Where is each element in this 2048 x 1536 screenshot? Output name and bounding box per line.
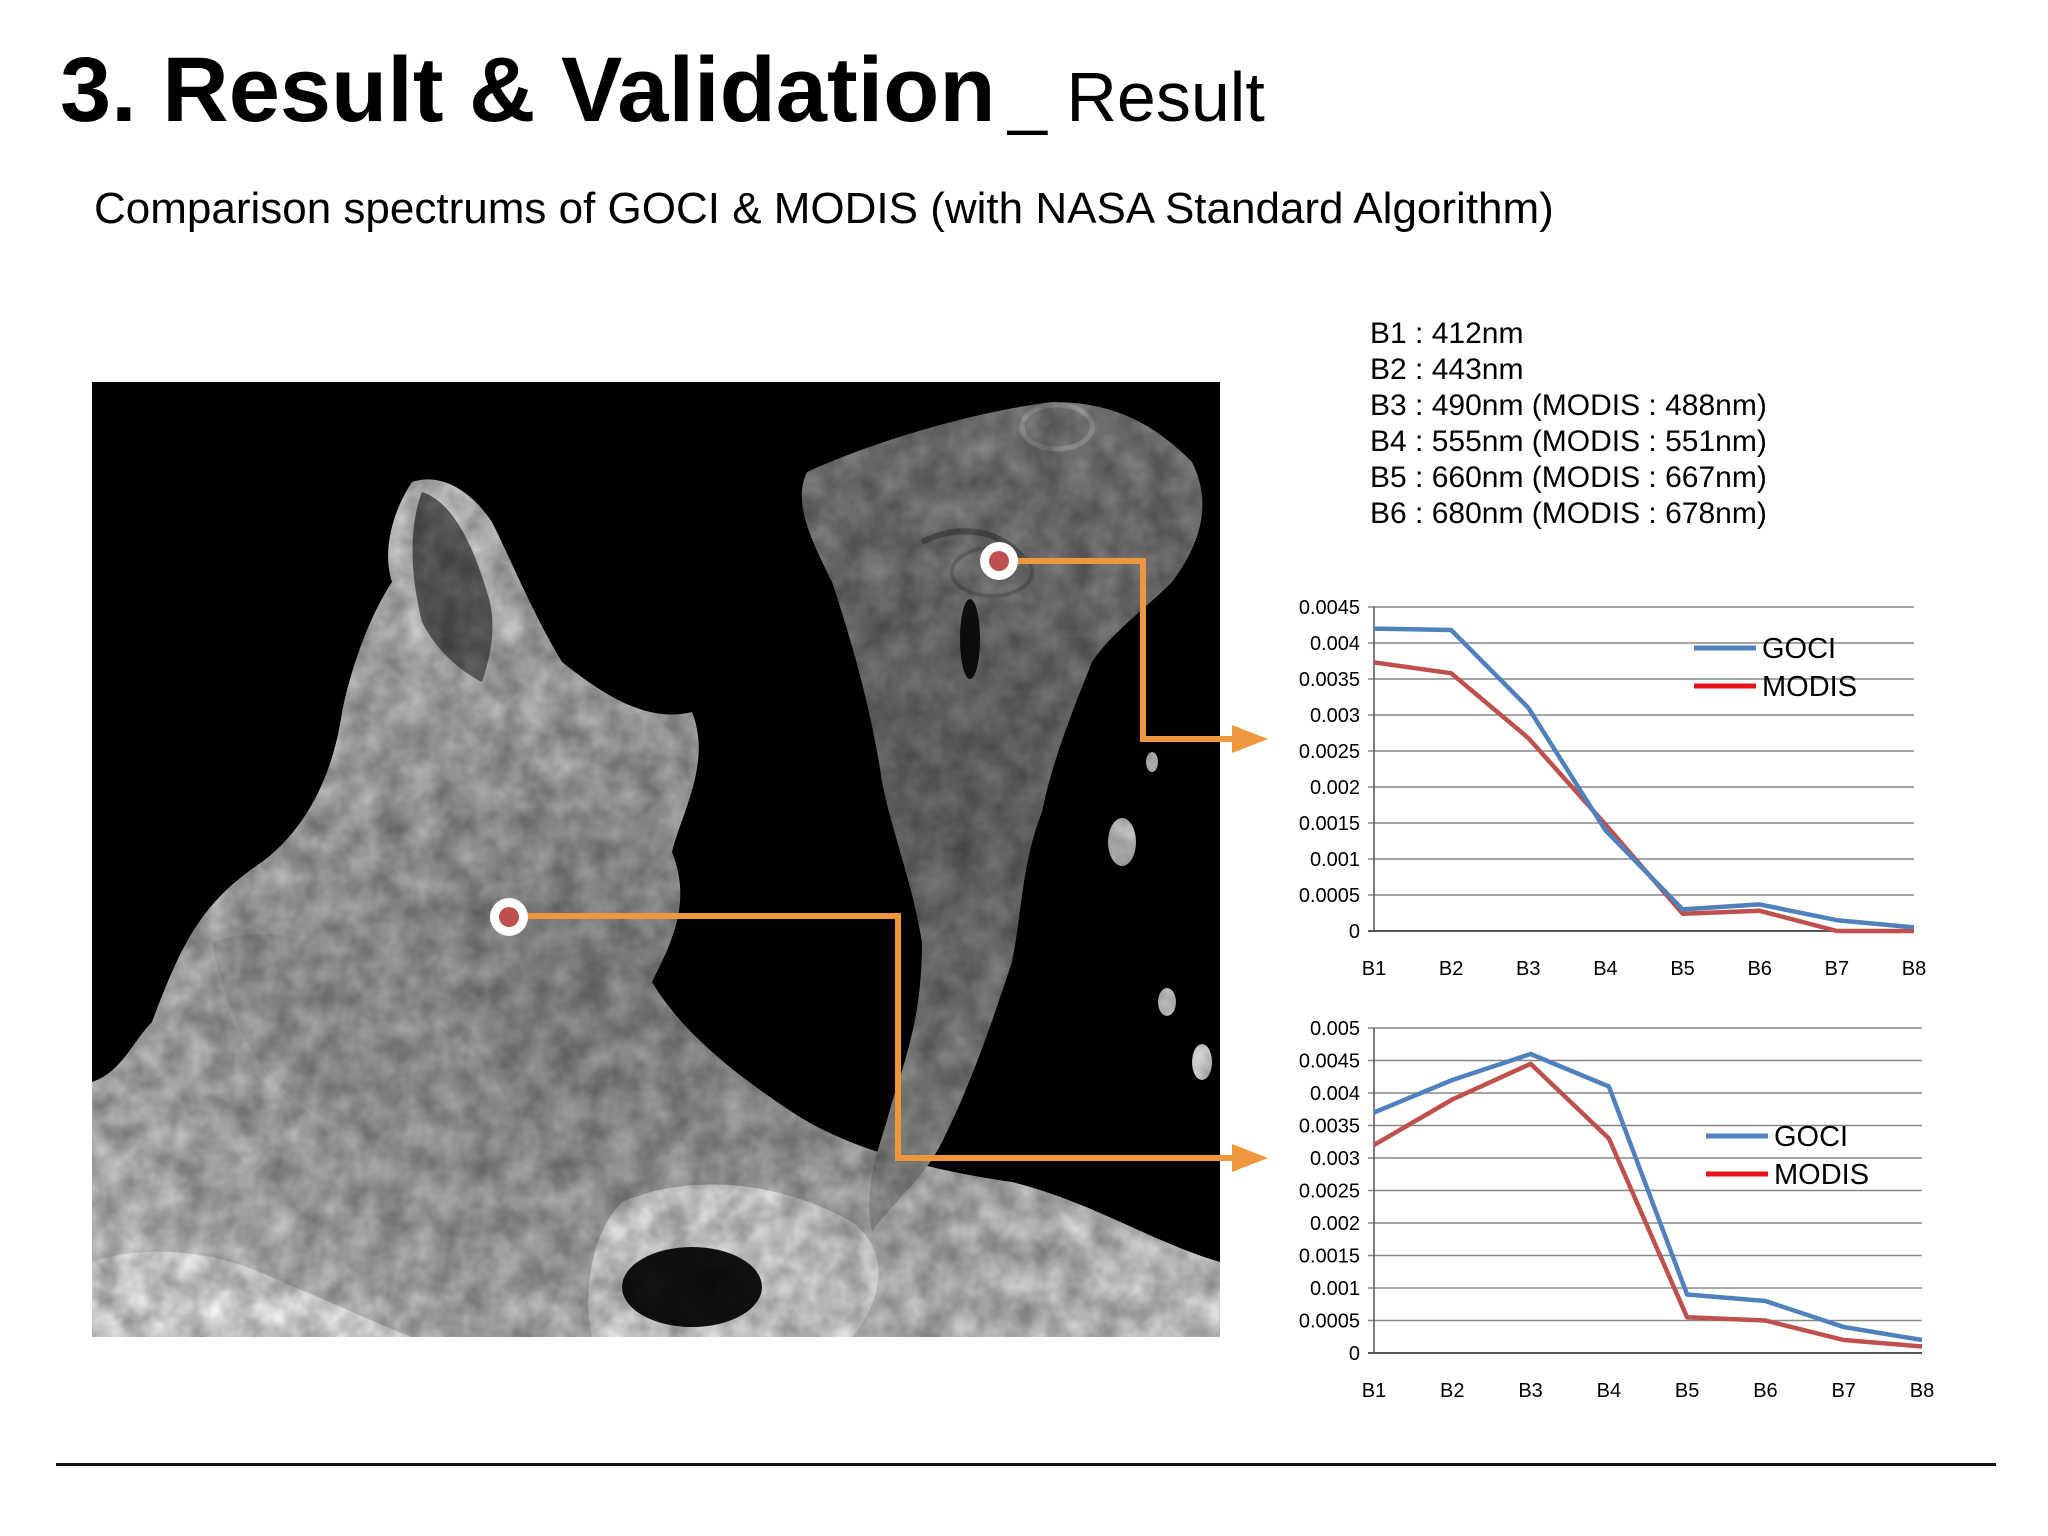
arrowhead-bottom [1232,1144,1268,1172]
y-tick-label: 0.003 [1310,705,1360,727]
y-tick-label: 0.0025 [1299,741,1360,763]
x-tick-label: B3 [1518,1380,1542,1402]
y-tick-label: 0.0045 [1299,597,1360,619]
slide-title: 3. Result & Validation _ Result [60,38,1265,143]
legend-label-goci: GOCI [1774,1121,1848,1153]
y-tick-label: 0.001 [1310,1278,1360,1300]
y-tick-label: 0 [1349,921,1360,943]
x-tick-label: B5 [1675,1380,1699,1402]
satellite-map-image [92,382,1220,1337]
y-tick-label: 0.0045 [1299,1051,1360,1073]
band-list: B1 : 412nm B2 : 443nm B3 : 490nm (MODIS … [1370,316,1767,532]
band-item: B2 : 443nm [1370,353,1524,386]
y-tick-label: 0.0005 [1299,1311,1360,1333]
x-tick-label: B7 [1831,1380,1855,1402]
spectrum-chart-bottom: 0 0.0005 0.001 0.0015 0.002 0.0025 0.003 0.0035… [1270,1013,1948,1413]
y-tick-label: 0.0025 [1299,1181,1360,1203]
x-tick-label: B7 [1825,958,1849,980]
band-item: B3 : 490nm (MODIS : 488nm) [1370,389,1767,422]
y-tick-label: 0.005 [1310,1018,1360,1040]
band-item: B1 : 412nm [1370,317,1524,350]
x-tick-label: B8 [1902,958,1926,980]
y-tick-label: 0.002 [1310,1213,1360,1235]
arrowhead-top [1232,725,1268,753]
series-line-goci [1373,626,1915,930]
x-tick-label: B2 [1440,1380,1464,1402]
band-item: B4 : 555nm (MODIS : 551nm) [1370,425,1767,458]
y-tick-label: 0.0005 [1299,885,1360,907]
x-tick-label: B4 [1597,1380,1621,1402]
x-tick-label: B1 [1362,1380,1386,1402]
x-tick-label: B3 [1516,958,1540,980]
spectrum-chart-top: 0 0.0005 0.001 0.0015 0.002 0.0025 0.003 0.0035… [1270,590,1940,990]
legend-label-goci: GOCI [1762,633,1836,665]
x-tick-label: B5 [1670,958,1694,980]
y-tick-label: 0.001 [1310,849,1360,871]
x-tick-label: B8 [1910,1380,1934,1402]
y-tick-label: 0.0015 [1299,813,1360,835]
spectrum-chart-top-svg: 0 0.0005 0.001 0.0015 0.002 0.0025 0.003 0.0035… [1299,597,1926,980]
band-item: B6 : 680nm (MODIS : 678nm) [1370,497,1767,530]
y-tick-label: 0.004 [1310,1083,1360,1105]
series-line-goci [1373,1051,1923,1343]
spectrum-chart-bottom-svg: 0 0.0005 0.001 0.0015 0.002 0.0025 0.003 0.0035… [1299,1018,1934,1402]
x-tick-label: B6 [1753,1380,1777,1402]
band-item: B5 : 660nm (MODIS : 667nm) [1370,461,1767,494]
bottom-divider [56,1463,1996,1466]
y-tick-label: 0 [1349,1343,1360,1365]
y-tick-label: 0.004 [1310,633,1360,655]
x-tick-label: B2 [1439,958,1463,980]
x-tick-label: B4 [1593,958,1617,980]
x-tick-label: B1 [1362,958,1386,980]
title-main: 3. Result & Validation [60,39,996,141]
y-tick-label: 0.0035 [1299,669,1360,691]
title-sub: _ Result [1008,58,1265,136]
slide-subtitle: Comparison spectrums of GOCI & MODIS (wi… [94,184,1554,233]
legend-label-modis: MODIS [1762,671,1857,703]
y-tick-label: 0.0035 [1299,1116,1360,1138]
y-tick-label: 0.003 [1310,1148,1360,1170]
y-tick-label: 0.0015 [1299,1246,1360,1268]
x-tick-label: B6 [1747,958,1771,980]
series-line-modis [1372,1061,1923,1349]
legend-label-modis: MODIS [1774,1159,1869,1191]
y-tick-label: 0.002 [1310,777,1360,799]
